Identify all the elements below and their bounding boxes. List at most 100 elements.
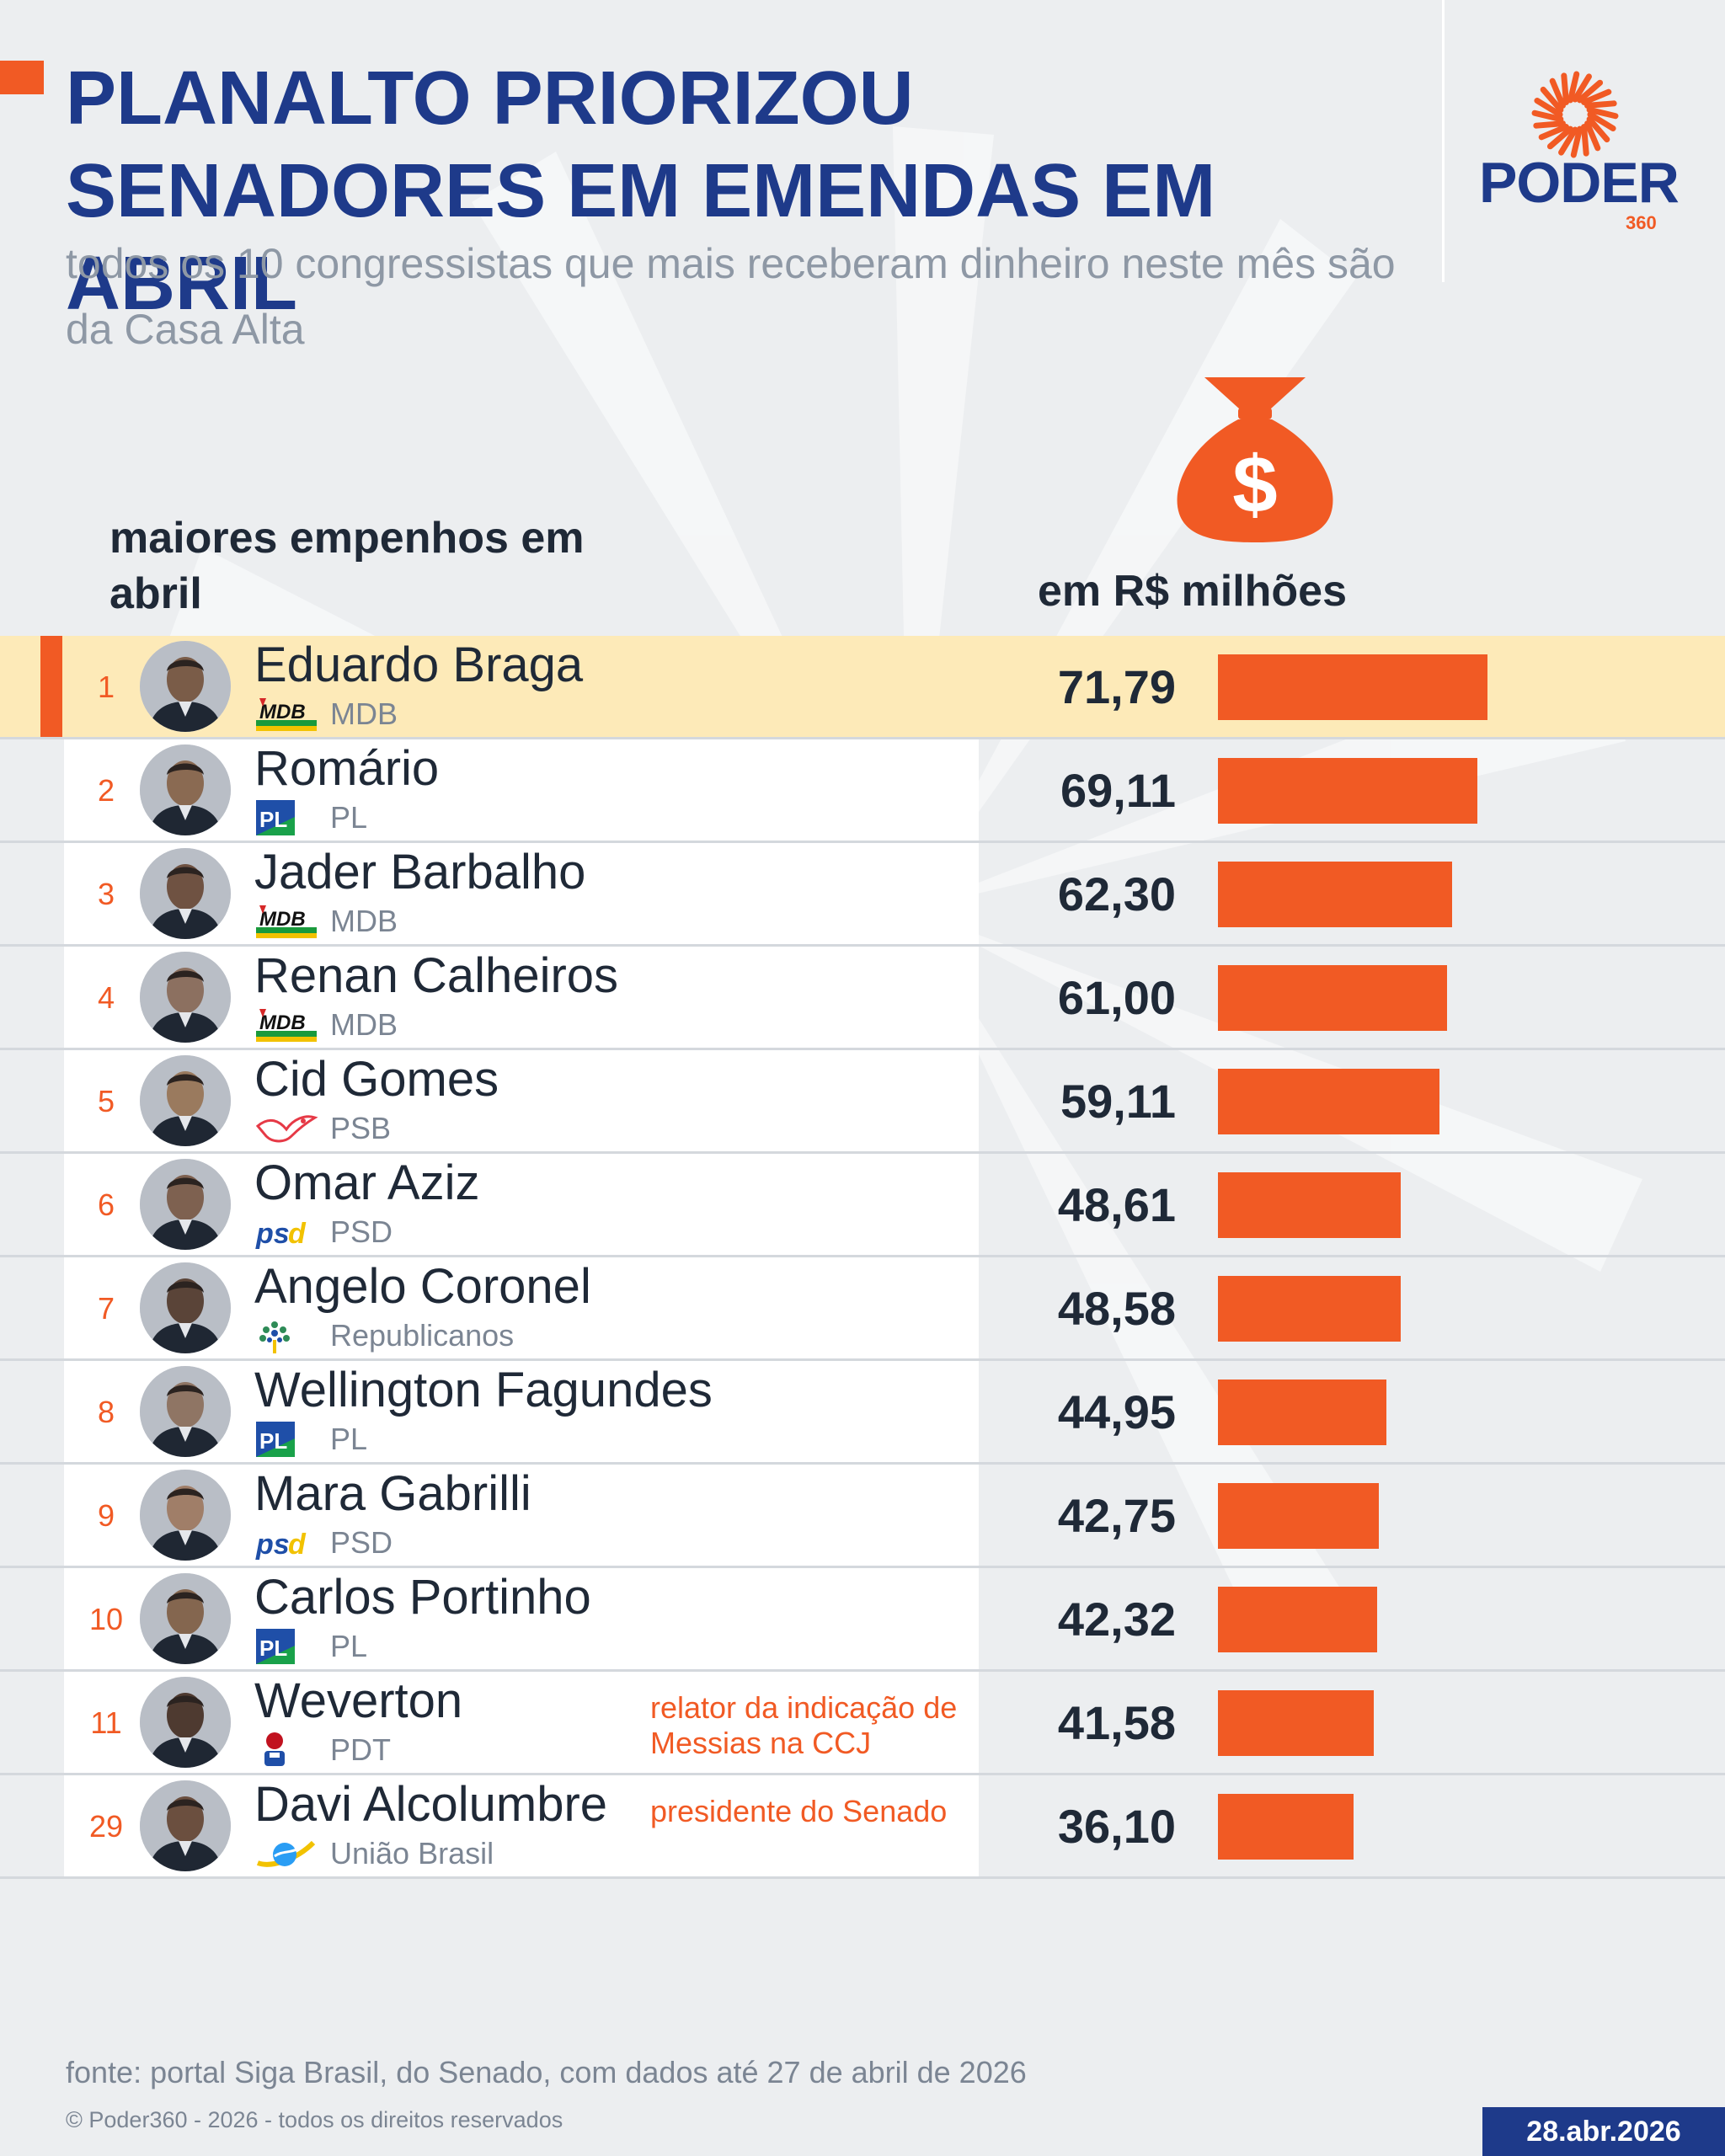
row-divider	[0, 1566, 1725, 1568]
bar	[1218, 1794, 1354, 1860]
svg-text:MDB: MDB	[259, 908, 306, 931]
avatar	[140, 641, 231, 732]
highlight-accent	[40, 636, 62, 737]
category-label: Cid Gomes	[254, 1052, 499, 1107]
data-label: 48,58	[1057, 1282, 1176, 1335]
row-divider	[0, 1358, 1725, 1361]
row-divider	[0, 841, 1725, 843]
party-label: Republicanos	[330, 1318, 515, 1353]
bar	[1218, 1690, 1374, 1756]
table-row: 10 Carlos Portinho PL PL 42,32	[0, 1568, 1725, 1672]
avatar	[140, 744, 231, 835]
logo-word: PODER	[1479, 151, 1680, 215]
page-title: PLANALTO PRIORIZOU SENADORES EM EMENDAS …	[66, 56, 1216, 326]
avatar	[140, 1159, 231, 1250]
table-row: 6 Omar Aziz ps d PSD 48,61	[0, 1154, 1725, 1257]
page-subtitle: todos os 10 congressistas que mais receb…	[66, 240, 1396, 353]
pdt-logo-icon	[254, 1731, 318, 1769]
avatar	[140, 1677, 231, 1768]
data-label: 69,11	[1060, 764, 1176, 817]
data-label: 42,32	[1057, 1593, 1176, 1646]
row-divider	[0, 1876, 1725, 1879]
party-label: PSD	[330, 1525, 393, 1560]
category-label: Weverton	[254, 1673, 463, 1728]
annotation: presidente do Senado	[650, 1794, 948, 1828]
bar	[1218, 758, 1477, 824]
category-label: Omar Aziz	[254, 1155, 480, 1210]
bar	[1218, 1380, 1386, 1445]
category-label: Renan Calheiros	[254, 948, 619, 1003]
list-heading: maiores empenhos em abril	[109, 514, 585, 618]
table-row: 9 Mara Gabrilli ps d PSD 42,75	[0, 1465, 1725, 1568]
data-label: 48,61	[1057, 1178, 1176, 1231]
bar	[1218, 1587, 1377, 1652]
annotation: relator da indicação de Messias na CCJ	[650, 1690, 958, 1760]
pl-logo-icon: PL	[254, 1627, 318, 1666]
rank-number: 29	[88, 1809, 124, 1844]
source-note: fonte: portal Siga Brasil, do Senado, co…	[66, 2055, 1027, 2089]
row-divider	[0, 1462, 1725, 1465]
avatar	[140, 848, 231, 939]
svg-text:d: d	[288, 1529, 307, 1561]
title-accent-mark	[0, 61, 44, 94]
party-label: PSB	[330, 1111, 392, 1145]
republicanos-logo-icon	[254, 1316, 318, 1355]
party-label: PL	[330, 800, 368, 835]
data-label: 71,79	[1057, 660, 1176, 713]
table-row: 1 Eduardo Braga MDB MDB 71,79	[0, 636, 1725, 739]
table-row: 29 Davi Alcolumbre União Brasil presidente …	[0, 1775, 1725, 1879]
bar	[1218, 1069, 1439, 1134]
svg-text:ps: ps	[255, 1218, 290, 1250]
category-label: Eduardo Braga	[254, 638, 584, 692]
copyright-note: © Poder360 - 2026 - todos os direitos re…	[66, 2107, 563, 2132]
table-row: 11 Weverton PDT relator da indicação de Mes…	[0, 1672, 1725, 1775]
party-label: MDB	[330, 696, 398, 731]
party-label: PL	[330, 1422, 368, 1456]
bar	[1218, 1172, 1401, 1238]
party-label: PL	[330, 1629, 368, 1663]
rank-number: 6	[97, 1187, 115, 1222]
pl-logo-icon: PL	[254, 798, 318, 837]
svg-text:MDB: MDB	[259, 701, 306, 723]
avatar	[140, 1055, 231, 1146]
table-row: 4 Renan Calheiros MDB MDB 61,00	[0, 947, 1725, 1050]
bar	[1218, 1276, 1401, 1342]
poder360-sun-icon	[1531, 71, 1619, 158]
category-label: Romário	[254, 741, 440, 796]
svg-text:MDB: MDB	[259, 1011, 306, 1034]
psd-logo-icon: ps d	[254, 1524, 318, 1562]
header-divider	[1442, 0, 1445, 282]
rank-number: 3	[97, 877, 115, 911]
rank-number: 11	[90, 1705, 122, 1740]
category-label: Mara Gabrilli	[254, 1466, 531, 1521]
category-label: Angelo Coronel	[254, 1259, 591, 1314]
avatar	[140, 952, 231, 1043]
table-row: 7 Angelo Coronel Republicanos 48,58	[0, 1257, 1725, 1361]
bar	[1218, 654, 1487, 720]
row-divider	[0, 1773, 1725, 1775]
unit-label: em R$ milhões	[1038, 567, 1348, 616]
data-label: 59,11	[1060, 1075, 1176, 1128]
svg-text:PL: PL	[259, 1428, 287, 1454]
party-label: União Brasil	[330, 1836, 494, 1870]
mdb-logo-icon: MDB	[254, 1006, 318, 1044]
bar	[1218, 965, 1447, 1031]
rank-number: 5	[97, 1084, 115, 1118]
avatar	[140, 1470, 231, 1561]
money-bag-icon: $	[1177, 377, 1333, 542]
bar	[1218, 862, 1452, 927]
rank-number: 10	[88, 1602, 124, 1636]
table-row: 2 Romário PL PL 69,11	[0, 739, 1725, 843]
category-label: Jader Barbalho	[254, 845, 586, 899]
party-label: MDB	[330, 904, 398, 938]
table-row: 3 Jader Barbalho MDB MDB 62,30	[0, 843, 1725, 947]
row-divider	[0, 1151, 1725, 1154]
svg-text:ps: ps	[255, 1529, 290, 1561]
rank-number: 7	[97, 1291, 115, 1326]
date-badge: 28.abr.2026	[1482, 2107, 1725, 2156]
svg-text:d: d	[288, 1218, 307, 1250]
uniao-brasil-logo-icon	[254, 1834, 318, 1873]
mdb-logo-icon: MDB	[254, 695, 318, 734]
category-label: Davi Alcolumbre	[254, 1777, 608, 1832]
table-row: 5 Cid Gomes PSB 59,11	[0, 1050, 1725, 1154]
